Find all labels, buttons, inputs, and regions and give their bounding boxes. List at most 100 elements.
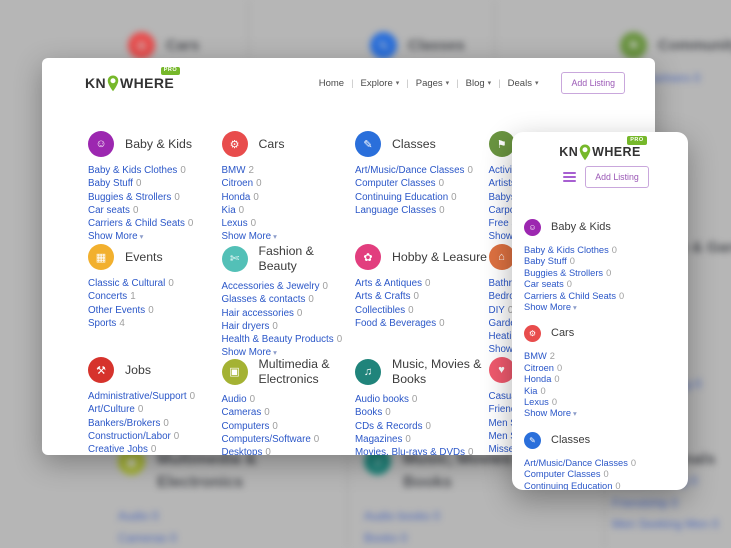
subcategory-link[interactable]: Desktops — [221, 447, 263, 455]
subcategory-link[interactable]: Friendship — [489, 404, 535, 415]
subcategory-link[interactable]: Citroen — [524, 362, 554, 373]
subcategory-link[interactable]: Lexus — [221, 218, 248, 230]
subcategory-link[interactable]: Continuing Education — [524, 480, 613, 490]
subcategory-link[interactable]: Hair accessories — [221, 307, 294, 319]
subcategory-link[interactable]: Babysitter — [488, 191, 533, 203]
chevron-down-icon: ▾ — [573, 303, 577, 313]
nav-pages[interactable]: Pages ▾ — [415, 77, 450, 89]
category-title[interactable]: Cars — [258, 136, 285, 151]
subcategory-link[interactable]: Books — [355, 407, 383, 419]
subcategory-link[interactable]: DIY — [488, 304, 505, 316]
category-title[interactable]: Cars — [551, 327, 575, 340]
subcategory-link[interactable]: Carriers & Child Seats — [88, 218, 185, 230]
category-title[interactable]: Events — [125, 249, 163, 264]
subcategory-link[interactable]: Art/Culture — [88, 404, 135, 416]
subcategory-link[interactable]: Accessories & Jewelry — [221, 281, 320, 292]
knowhere-logo[interactable]: KN WHERE PRO — [85, 66, 181, 92]
subcategory-link[interactable]: Art/Music/Dance Classes — [355, 165, 465, 176]
nav-explore[interactable]: Explore ▾ — [360, 77, 400, 89]
category-title[interactable]: Multimedia & Electronics — [258, 357, 330, 386]
subcategory-link[interactable]: Buggies & Strollers — [88, 191, 172, 203]
category-title[interactable]: Music, Movies & Books — [392, 357, 482, 386]
subcategory-link[interactable]: BMW — [221, 165, 246, 176]
subcategory-link[interactable]: Car seats — [524, 279, 564, 290]
add-listing-button[interactable]: Add Listing — [561, 72, 625, 94]
subcategory-link[interactable]: Computer Classes — [355, 178, 436, 190]
show-more-link[interactable]: Show More▾ — [221, 347, 277, 359]
subcategory-link[interactable]: Car seats — [88, 204, 130, 216]
subcategory-link[interactable]: Hair dryers — [221, 320, 270, 332]
show-more-link[interactable]: Show More▾ — [88, 231, 144, 243]
subcategory-link[interactable]: Construction/Labor — [88, 430, 171, 442]
subcategory-link[interactable]: Baby Stuff — [88, 178, 134, 190]
subcategory-link[interactable]: Glasses & contacts — [221, 294, 306, 306]
subcategory-count: 0 — [308, 294, 314, 306]
category-title[interactable]: Baby & Kids — [125, 136, 192, 151]
category-title[interactable]: Fashion & Beauty — [258, 244, 314, 273]
subcategory-link[interactable]: Administrative/Support — [88, 391, 187, 402]
category-title[interactable]: Classes — [551, 433, 591, 446]
subcategory-link[interactable]: Carpool — [488, 204, 523, 216]
subcategory-link[interactable]: Activities — [488, 165, 528, 176]
subcategory-link[interactable]: Buggies & Strollers — [524, 267, 604, 278]
subcategory-link[interactable]: Baby & Kids Clothes — [524, 245, 609, 255]
hamburger-menu-icon[interactable] — [563, 172, 577, 182]
subcategory-link[interactable]: Artists — [488, 178, 516, 190]
subcategory-link[interactable]: Continuing Education — [355, 191, 449, 203]
classes-icon: ✎ — [370, 32, 397, 59]
show-more-link[interactable]: Show More▾ — [221, 231, 277, 243]
subcategory-link[interactable]: Movies, Blu-rays & DVDs — [355, 447, 465, 455]
subcategory-link[interactable]: Bankers/Brokers — [88, 417, 161, 429]
subcategory-link[interactable]: Food & Beverages — [355, 317, 437, 329]
category-title[interactable]: Classes — [392, 136, 436, 151]
subcategory-link[interactable]: Cameras — [221, 407, 262, 419]
subcategory-link[interactable]: Audio books — [355, 394, 409, 405]
subcategory-link[interactable]: CDs & Records — [355, 420, 423, 432]
subcategory-link[interactable]: Garden — [488, 317, 522, 329]
subcategory-link[interactable]: Other Events — [88, 304, 146, 316]
subcategory-link[interactable]: Sports — [88, 317, 117, 329]
subcategory-link[interactable]: Computer Classes — [524, 469, 601, 480]
mobile-preview-card: KN WHERE PRO Add Listing ☺ Baby & Kids B… — [512, 132, 688, 490]
subcategory-link[interactable]: Arts & Antiques — [355, 278, 422, 289]
subcategory-link[interactable]: Honda — [221, 191, 251, 203]
subcategory-link[interactable]: BMW — [524, 351, 547, 362]
nav-blog[interactable]: Blog ▾ — [465, 77, 492, 89]
mobile-add-listing-button[interactable]: Add Listing — [585, 166, 649, 188]
subcategory-link[interactable]: Computers/Software — [221, 433, 311, 445]
baby-icon: ☺ — [524, 219, 541, 236]
knowhere-logo[interactable]: KN WHERE PRO — [559, 136, 647, 161]
category-title[interactable]: Baby & Kids — [551, 221, 611, 234]
subcategory-link[interactable]: Baby Stuff — [524, 256, 567, 267]
show-more-link[interactable]: Show More▾ — [524, 408, 577, 419]
subcategory-link[interactable]: Art/Music/Dance Classes — [524, 457, 628, 468]
chevron-down-icon: ▾ — [273, 232, 277, 242]
subcategory-link[interactable]: Carriers & Child Seats — [524, 290, 616, 301]
subcategory-link[interactable]: Bedroom — [488, 291, 529, 303]
subcategory-link[interactable]: Creative Jobs — [88, 444, 148, 455]
subcategory-link[interactable]: Collectibles — [355, 304, 406, 316]
nav-deals[interactable]: Deals ▾ — [507, 77, 539, 89]
subcategory-link[interactable]: Computers — [221, 420, 270, 432]
subcategory-link[interactable]: Free Stuff — [488, 218, 532, 230]
subcategory-link[interactable]: Kia — [524, 385, 538, 396]
subcategory-link[interactable]: Magazines — [355, 433, 403, 445]
subcategory-link[interactable]: Baby & Kids Clothes — [88, 165, 178, 176]
nav-home[interactable]: Home — [318, 77, 345, 89]
subcategory-link[interactable]: Lexus — [524, 397, 549, 408]
subcategory-link[interactable]: Kia — [221, 204, 236, 216]
subcategory-link[interactable]: Citroen — [221, 178, 254, 190]
subcategory-link[interactable]: Heating — [488, 331, 523, 343]
subcategory-link[interactable]: Arts & Crafts — [355, 291, 411, 303]
subcategory-link[interactable]: Bathroom — [488, 278, 531, 289]
subcategory-row: Arts & Antiques 0 — [355, 276, 489, 289]
subcategory-link[interactable]: Classic & Cultural — [88, 278, 166, 289]
show-more-link[interactable]: Show More▾ — [524, 302, 577, 313]
category-title[interactable]: Hobby & Leasure — [392, 249, 488, 264]
category-title[interactable]: Jobs — [125, 362, 151, 377]
subcategory-link[interactable]: Audio — [221, 394, 247, 405]
subcategory-link[interactable]: Honda — [524, 374, 552, 385]
subcategory-link[interactable]: Language Classes — [355, 204, 437, 216]
subcategory-link[interactable]: Health & Beauty Products — [221, 334, 334, 346]
subcategory-link[interactable]: Concerts — [88, 291, 128, 303]
